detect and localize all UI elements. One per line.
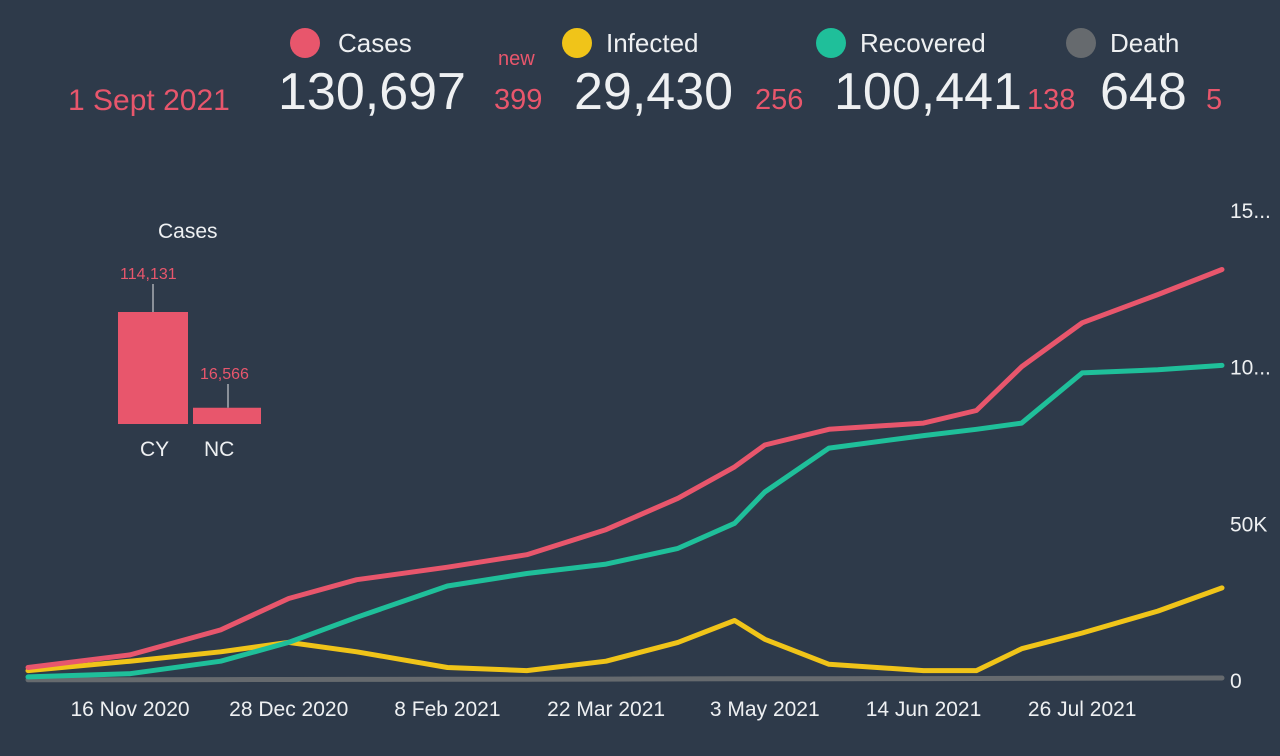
x-tick-label: 14 Jun 2021 bbox=[866, 698, 982, 721]
report-date: 1 Sept 2021 bbox=[68, 84, 230, 117]
inset-bar-cy bbox=[118, 312, 188, 424]
y-tick-label: 10... bbox=[1230, 357, 1271, 380]
x-tick-label: 16 Nov 2020 bbox=[70, 698, 189, 721]
infected-new: 256 bbox=[755, 84, 804, 116]
inset-chart-title: Cases bbox=[158, 220, 218, 243]
recovered-legend-dot bbox=[816, 28, 846, 58]
infected-legend-dot bbox=[562, 28, 592, 58]
series-line-recovered bbox=[25, 362, 1225, 680]
death-total: 648 bbox=[1100, 63, 1187, 121]
infected-total: 29,430 bbox=[574, 63, 734, 121]
x-tick-label: 3 May 2021 bbox=[710, 698, 820, 721]
new-tag: new bbox=[498, 48, 535, 70]
series-line-cases bbox=[25, 267, 1225, 670]
x-tick-label: 28 Dec 2020 bbox=[229, 698, 348, 721]
x-tick-label: 8 Feb 2021 bbox=[394, 698, 500, 721]
x-axis-ticks: 16 Nov 2020 28 Dec 2020 8 Feb 2021 22 Mar 2… bbox=[70, 698, 1136, 721]
cases-new: 399 bbox=[494, 84, 543, 116]
x-tick-label: 22 Mar 2021 bbox=[547, 698, 665, 721]
inset-bars bbox=[118, 284, 261, 424]
x-tick-label: 26 Jul 2021 bbox=[1028, 698, 1137, 721]
y-tick-label: 50K bbox=[1230, 513, 1267, 536]
death-label: Death bbox=[1110, 28, 1180, 58]
cases-total: 130,697 bbox=[278, 63, 466, 121]
death-legend-dot bbox=[1066, 28, 1096, 58]
infected-label: Infected bbox=[606, 28, 699, 58]
series-line-infected bbox=[25, 585, 1225, 674]
recovered-label: Recovered bbox=[860, 28, 986, 58]
inset-value-label-nc: 16,566 bbox=[200, 366, 249, 383]
series-lines bbox=[25, 267, 1225, 683]
inset-value-label-cy: 114,131 bbox=[120, 266, 177, 283]
death-new: 5 bbox=[1206, 84, 1223, 116]
y-tick-label: 0 bbox=[1230, 670, 1242, 693]
inset-category-nc: NC bbox=[204, 438, 235, 461]
series-line-death bbox=[25, 675, 1225, 683]
y-tick-label: 15... bbox=[1230, 200, 1271, 223]
inset-bar-nc bbox=[193, 407, 261, 424]
recovered-total: 100,441 bbox=[834, 63, 1022, 121]
inset-category-cy: CY bbox=[140, 438, 170, 461]
cases-legend-dot bbox=[290, 28, 320, 58]
cases-label: Cases bbox=[338, 28, 412, 58]
recovered-new: 138 bbox=[1027, 84, 1076, 116]
y-axis-ticks: 0 50K 10... 15... bbox=[1230, 200, 1271, 693]
